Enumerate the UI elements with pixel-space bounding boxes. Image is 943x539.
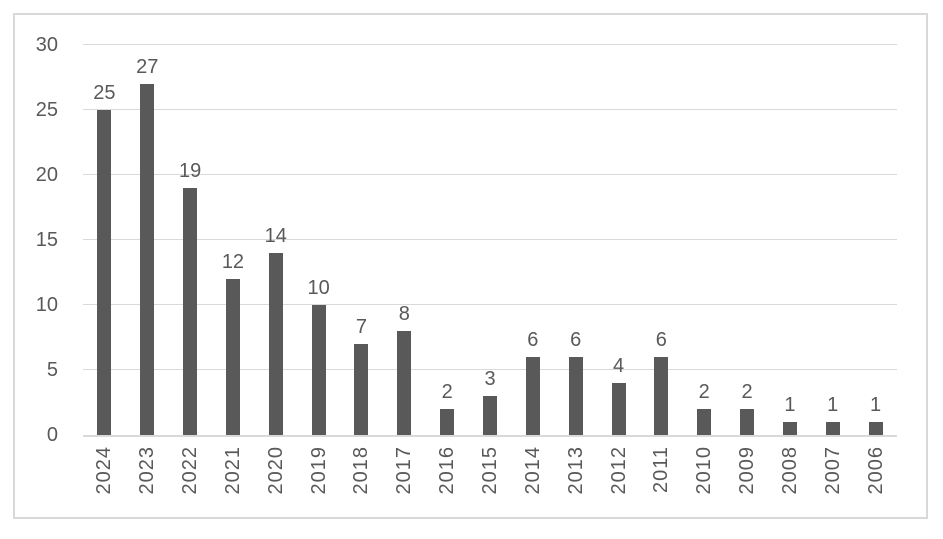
bar-2021	[225, 279, 240, 435]
x-tick-label: 2009	[736, 446, 759, 495]
x-tick-label: 2020	[264, 446, 287, 495]
x-tick-label: 2016	[436, 446, 459, 495]
x-tick-label: 2018	[350, 446, 373, 495]
gridline	[83, 109, 897, 110]
bar-2024	[97, 110, 112, 435]
y-tick-label: 10	[35, 294, 58, 316]
bar-value-label: 3	[484, 368, 496, 390]
bar-2017	[397, 331, 412, 435]
x-tick-label: 2006	[864, 446, 887, 495]
bar-2007	[825, 422, 840, 435]
bar-value-label: 2	[741, 381, 753, 403]
x-tick-label: 2015	[479, 446, 501, 495]
x-axis-line	[83, 435, 897, 437]
bar-2016	[440, 409, 455, 435]
x-tick-label: 2011	[650, 446, 673, 494]
bar-2019	[311, 305, 326, 435]
x-tick-label: 2014	[521, 446, 544, 495]
y-tick-label: 30	[35, 34, 58, 56]
bar-value-label: 6	[527, 329, 539, 351]
bar-2023	[140, 84, 155, 435]
bar-value-label: 2	[698, 381, 710, 403]
bar-value-label: 2	[441, 381, 453, 403]
bar-value-label: 4	[612, 355, 625, 377]
y-tick-label: 5	[46, 359, 58, 381]
x-tick-label: 2010	[693, 446, 716, 495]
x-tick-label: 2023	[136, 446, 159, 495]
bar-2022	[183, 188, 198, 435]
bar-2020	[268, 253, 283, 435]
bar-value-label: 1	[784, 394, 796, 416]
x-tick-label: 2019	[307, 446, 330, 495]
y-tick-label: 25	[35, 99, 58, 121]
x-tick-label: 2013	[564, 446, 587, 495]
bar-2014	[525, 357, 540, 435]
bar-value-label: 10	[307, 277, 330, 299]
y-tick-label: 15	[35, 229, 58, 251]
bar-2018	[354, 344, 369, 435]
bar-2011	[654, 357, 669, 435]
bar-2012	[611, 383, 626, 435]
bar-value-label: 6	[655, 329, 667, 351]
gridline	[83, 174, 897, 175]
bar-value-label: 19	[178, 160, 202, 182]
bar-2015	[483, 396, 497, 435]
gridline	[83, 304, 897, 305]
bar-value-label: 1	[827, 394, 839, 416]
bar-2006	[868, 422, 883, 435]
gridline	[83, 239, 897, 240]
x-tick-label: 2017	[393, 446, 416, 495]
x-tick-label: 2021	[221, 446, 244, 495]
gridline	[83, 369, 897, 370]
x-tick-label: 2024	[93, 446, 116, 495]
bar-value-label: 1	[870, 394, 882, 416]
x-tick-label: 2007	[821, 446, 844, 495]
x-tick-label: 2008	[778, 446, 801, 495]
x-tick-label: 2012	[607, 446, 630, 495]
bar-value-label: 12	[221, 251, 245, 273]
bar-2008	[782, 422, 797, 435]
x-tick-label: 2022	[179, 446, 202, 495]
bar-2013	[568, 357, 583, 435]
bar-2009	[740, 409, 755, 435]
bar-value-label: 8	[398, 303, 410, 325]
bar-2010	[697, 409, 712, 435]
bar-value-label: 7	[355, 316, 368, 338]
bar-value-label: 27	[136, 56, 159, 78]
bar-value-label: 14	[264, 225, 287, 247]
y-tick-label: 20	[35, 164, 58, 186]
gridline	[83, 44, 897, 45]
y-tick-label: 0	[46, 424, 58, 446]
bar-value-label: 6	[570, 329, 582, 351]
chart-frame	[13, 13, 928, 519]
bar-value-label: 25	[93, 82, 116, 104]
